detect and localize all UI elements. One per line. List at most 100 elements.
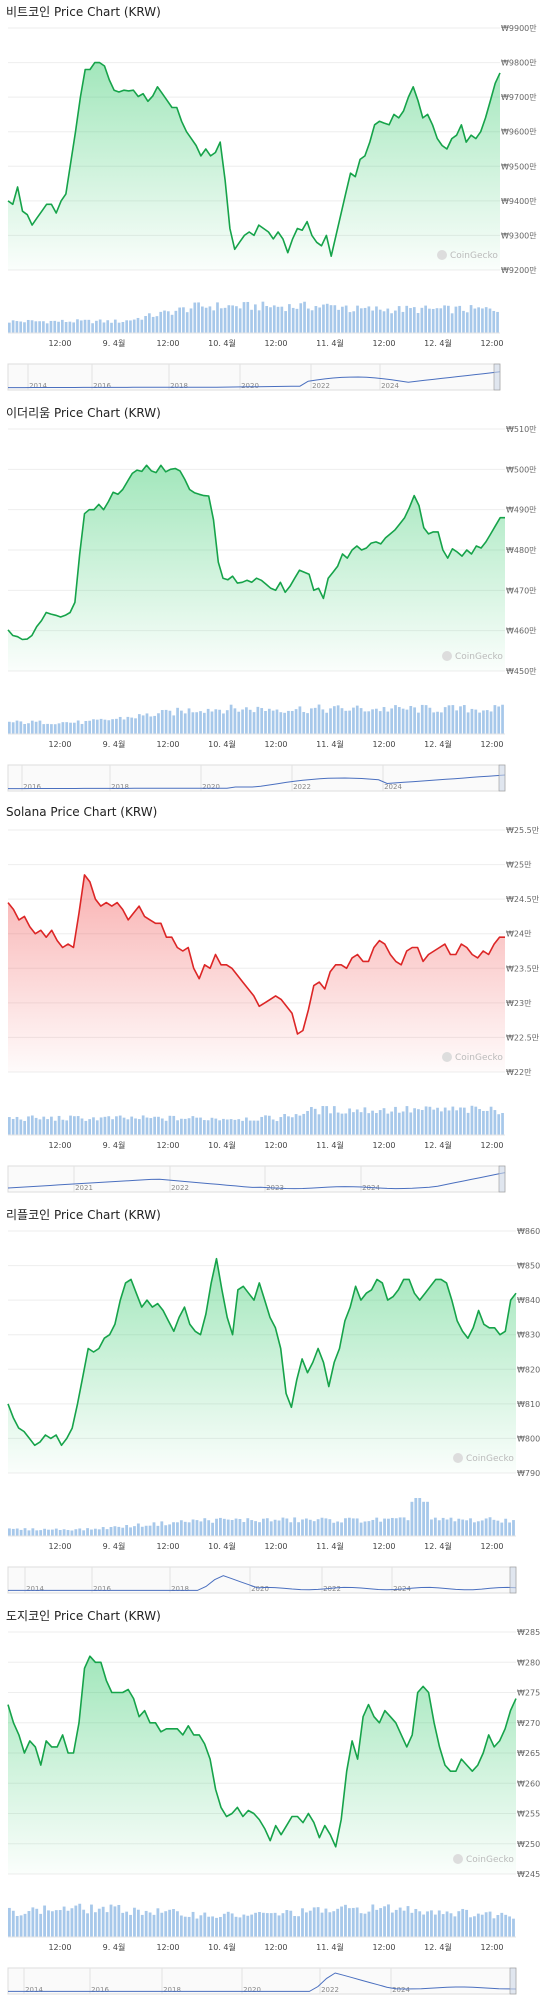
x-tick-label: 10. 4월 (208, 1541, 236, 1551)
volume-bar (410, 1912, 414, 1937)
volume-bar (294, 1114, 298, 1135)
volume-bar (203, 1912, 207, 1937)
volume-bar (145, 1117, 149, 1135)
price-line (7, 1655, 517, 1848)
volume-bar (250, 1520, 254, 1536)
volume-bar (329, 708, 332, 734)
volume-bar (437, 1520, 441, 1536)
volume-bar (301, 1908, 304, 1937)
navigator-year-label: 2020 (251, 1585, 269, 1593)
volume-bar (344, 1518, 347, 1536)
volume-bar (271, 710, 275, 734)
volume-bar (61, 722, 65, 734)
volume-bar (352, 311, 356, 333)
volume-bar (390, 1912, 394, 1937)
x-tick-label: 12:00 (264, 339, 287, 348)
volume-bar (431, 308, 435, 333)
volume-bar (336, 705, 340, 734)
volume-bar (314, 306, 318, 333)
volume-bar (84, 1120, 88, 1135)
volume-bar (441, 1517, 445, 1536)
range-navigator[interactable]: 2021 2022 2023 2024 (7, 1165, 506, 1193)
volume-bar (397, 306, 401, 333)
price-line (7, 61, 501, 257)
x-tick-label: 12:00 (372, 1141, 395, 1150)
volume-bar (258, 1522, 261, 1536)
volume-bar (355, 1518, 359, 1536)
x-tick-label: 12. 4월 (424, 1942, 452, 1952)
volume-bar (238, 308, 242, 333)
navigator-handle[interactable] (509, 1566, 517, 1594)
volume-bar (176, 1911, 179, 1937)
volume-bar (69, 722, 72, 734)
navigator-line (8, 371, 501, 389)
volume-bar (23, 1913, 27, 1937)
navigator-handle[interactable] (509, 1967, 517, 1995)
navigator-handle[interactable] (498, 764, 506, 792)
volume-bar (317, 1114, 321, 1135)
volume-bar (125, 320, 128, 333)
volume-bar (295, 308, 299, 333)
y-tick-label: ₩850 (517, 1262, 540, 1271)
volume-bar (153, 715, 156, 734)
y-tick-label: ₩510만 (506, 425, 537, 434)
x-tick-label: 12:00 (156, 339, 179, 348)
range-navigator[interactable]: 2014 2016 2018 2020 2022 2024 (7, 1967, 517, 1995)
chart-title: 비트코인 Price Chart (KRW) (6, 5, 161, 19)
range-navigator[interactable]: 2014 2016 2018 2020 2022 2024 (7, 363, 501, 391)
volume-bar (379, 1908, 383, 1937)
range-navigator[interactable]: 2014 2016 2018 2020 2022 2024 (7, 1566, 517, 1594)
volume-bar (256, 706, 260, 734)
range-navigator[interactable]: 2016 2018 2020 2022 2024 (7, 764, 506, 792)
volume-bar (320, 1912, 324, 1937)
volume-bar (189, 308, 193, 333)
x-tick-label: 12:00 (156, 1141, 179, 1150)
volume-bar (179, 1915, 183, 1937)
volume-bar (157, 1116, 160, 1135)
volume-bar (118, 716, 122, 734)
volume-bar (15, 321, 19, 333)
volume-bar (485, 1110, 489, 1135)
navigator-year-label: 2022 (171, 1184, 189, 1192)
chart-title: Solana Price Chart (KRW) (6, 805, 158, 819)
volume-bar (273, 1912, 277, 1937)
volume-bar (121, 321, 125, 333)
price-line (7, 874, 505, 1035)
volume-bar (49, 320, 53, 333)
volume-bar (269, 307, 272, 333)
volume-bar (98, 319, 102, 333)
volume-bar (465, 312, 469, 333)
volume-bar (276, 306, 280, 333)
volume-bar (458, 305, 462, 333)
volume-bar (269, 1521, 273, 1536)
volume-bar (99, 1117, 103, 1135)
y-tick-label: ₩500만 (506, 465, 537, 474)
volume-bar (325, 712, 329, 734)
volume-bar (23, 1528, 27, 1536)
volume-bar (70, 1908, 74, 1937)
y-tick-label: ₩800 (517, 1434, 540, 1443)
volume-bar (297, 1522, 300, 1536)
volume-bar (375, 1113, 378, 1135)
volume-bar (437, 1910, 441, 1937)
volume-bar (134, 1118, 137, 1135)
volume-bar (265, 1913, 269, 1937)
volume-bar (237, 711, 241, 734)
volume-bar (386, 308, 390, 333)
volume-bar (206, 1120, 210, 1135)
volume-bar (462, 705, 466, 734)
volume-bar (176, 1522, 179, 1536)
navigator-handle[interactable] (493, 363, 501, 391)
volume-bar (262, 1912, 265, 1937)
volume-bar (241, 709, 244, 734)
volume-bar (47, 1529, 50, 1536)
volume-bar (379, 1521, 383, 1536)
volume-bar (348, 312, 352, 333)
navigator-handle[interactable] (498, 1165, 506, 1193)
volume-bar (242, 1522, 246, 1536)
volume-bar (113, 1906, 117, 1937)
volume-bar (107, 1116, 111, 1135)
volume-bar (130, 717, 134, 734)
volume-bar (394, 1518, 398, 1536)
volume-bar (149, 1118, 153, 1135)
